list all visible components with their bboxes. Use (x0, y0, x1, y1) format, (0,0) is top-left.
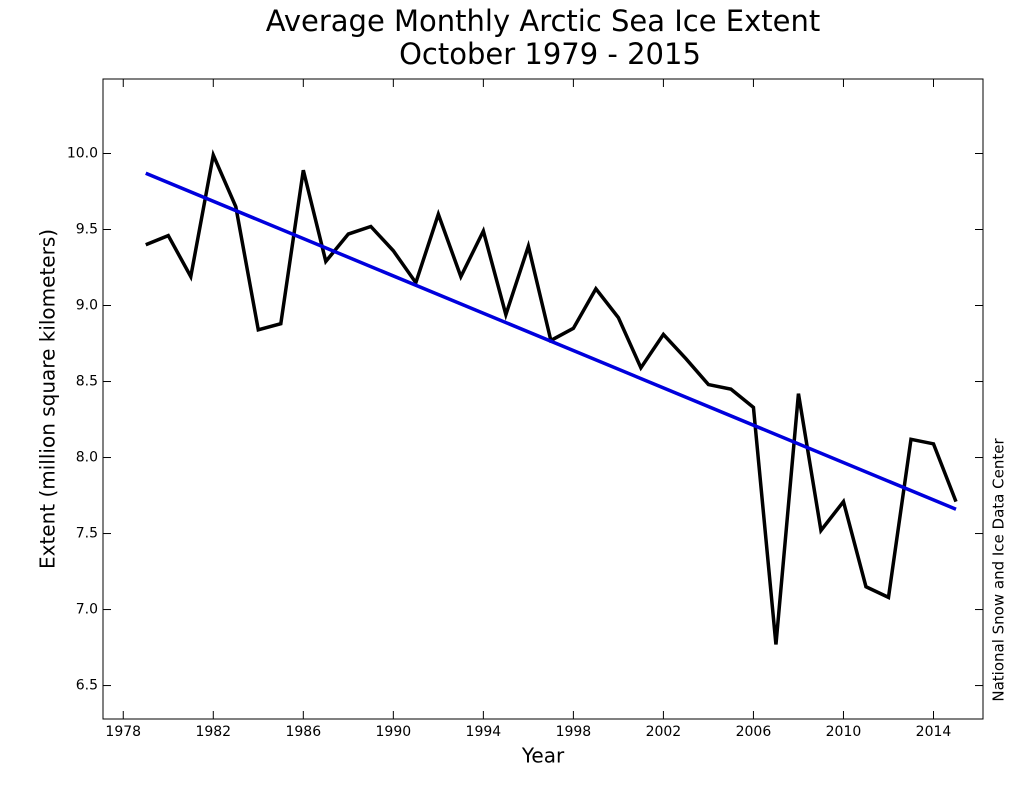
plot-frame (102, 78, 984, 720)
y-tick-label: 10.0 (67, 145, 98, 161)
x-tick-label: 2010 (826, 724, 862, 740)
x-tick-label: 1986 (285, 724, 321, 740)
y-tick-label: 8.5 (76, 374, 98, 390)
y-tick-label: 8.0 (76, 450, 98, 466)
x-tick-label: 2002 (646, 724, 682, 740)
series-line (145, 171, 957, 511)
x-tick-label: 1998 (556, 724, 592, 740)
x-tick-label: 1978 (105, 724, 141, 740)
y-tick-label: 9.0 (76, 298, 98, 314)
x-tick-label: 2014 (916, 724, 952, 740)
y-tick-label: 6.5 (76, 678, 98, 694)
chart-title: Average Monthly Arctic Sea Ice Extent (266, 4, 821, 38)
y-tick-label: 7.0 (76, 602, 98, 618)
y-axis-label: Extent (million square kilometers) (36, 229, 60, 569)
y-tick-label: 7.5 (76, 526, 98, 542)
x-tick-label: 1982 (195, 724, 231, 740)
y-tick-label: 9.5 (76, 221, 98, 237)
source-note: National Snow and Ice Data Center (990, 438, 1008, 702)
x-tick-label: 2006 (736, 724, 772, 740)
x-axis-label: Year (521, 744, 565, 768)
x-tick-label: 1994 (466, 724, 502, 740)
chart-subtitle: October 1979 - 2015 (399, 37, 701, 71)
x-tick-label: 1990 (376, 724, 412, 740)
series-line (145, 149, 958, 645)
